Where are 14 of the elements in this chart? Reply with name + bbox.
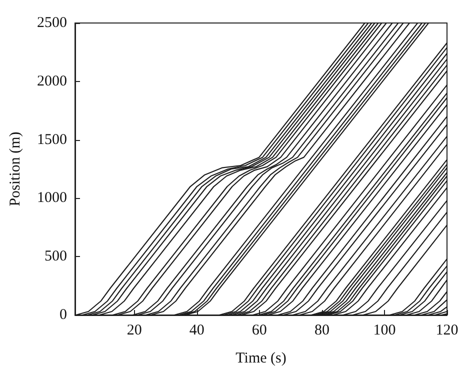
y-tick-label: 1000 — [37, 190, 67, 206]
x-tick-label: 40 — [189, 322, 204, 338]
y-tick-label: 2000 — [37, 73, 67, 90]
x-axis-title: Time (s) — [236, 350, 286, 366]
x-tick-label: 100 — [373, 322, 396, 338]
y-tick-label: 0 — [60, 307, 67, 323]
y-tick-label: 1500 — [37, 132, 67, 148]
y-axis-title: Position (m) — [8, 132, 24, 206]
x-tick-label: 120 — [436, 322, 458, 338]
y-tick-label: 2500 — [37, 15, 67, 31]
x-tick-label: 80 — [314, 322, 330, 338]
x-tick-label: 60 — [252, 322, 267, 338]
x-tick-label: 20 — [126, 322, 142, 338]
y-tick-label: 500 — [44, 248, 67, 265]
